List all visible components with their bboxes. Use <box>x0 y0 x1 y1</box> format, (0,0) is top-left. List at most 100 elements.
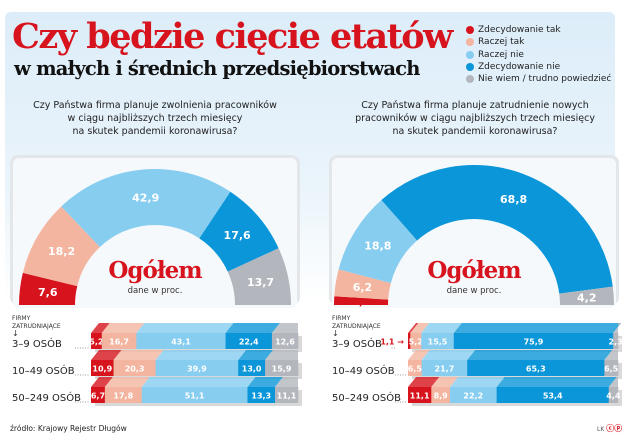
rows-header: ↓ <box>12 329 19 338</box>
row-category: 3–9 OSÓB <box>332 337 382 350</box>
bar-label: 17,8 <box>113 392 133 401</box>
donut-segment <box>19 272 78 305</box>
bar-segment <box>408 360 422 376</box>
question-text: Czy Państwa firma planuje zwolnienia pra… <box>33 100 277 111</box>
bar-top <box>225 323 280 333</box>
donut-label: 42,9 <box>132 191 159 204</box>
bar-label: 4,4 <box>606 392 621 401</box>
bar-label: 11,1 <box>277 392 297 401</box>
legend-item: Nie wiem / trudno powiedzieć <box>466 73 611 85</box>
bar-segment <box>91 360 114 376</box>
row-category: 3–9 OSÓB <box>12 337 62 350</box>
bar-top <box>604 350 618 360</box>
legend-swatch <box>466 26 474 35</box>
bar-label: 11,1 <box>410 392 430 401</box>
center-subtitle: dane w proc. <box>128 286 183 296</box>
legend-item: Raczej tak <box>466 36 611 48</box>
bar-segment <box>613 333 619 349</box>
legend-item: Zdecydowanie tak <box>466 24 611 36</box>
bar-top <box>431 377 458 387</box>
bar-top <box>91 377 113 387</box>
bar-top <box>104 377 150 387</box>
legend-label: Zdecydowanie nie <box>478 61 561 72</box>
logo-icon: ⓒⓟ <box>606 424 623 433</box>
legend-item: Zdecydowanie nie <box>466 61 611 73</box>
donut-label: 17,6 <box>224 229 251 242</box>
donut-segment <box>334 296 389 305</box>
bar-segment <box>238 360 266 376</box>
row-category: 10–49 OSÓB <box>12 364 75 377</box>
donut-label: 13,7 <box>247 276 274 289</box>
bar-top <box>275 377 298 387</box>
bar-segment <box>408 333 411 349</box>
bar-label: 21,7 <box>435 365 455 374</box>
center-title: Ogółem <box>108 257 202 284</box>
bar-top <box>265 350 298 360</box>
bar-segment <box>225 333 273 349</box>
bar-label: 8,9 <box>434 392 449 401</box>
rows-header: FIRMY <box>12 315 31 322</box>
row-category: 10–49 OSÓB <box>332 364 395 377</box>
donut-label: 4,2 <box>577 292 597 305</box>
center-title: Ogółem <box>427 257 521 284</box>
bar-label: 10,9 <box>92 365 112 374</box>
donut-label: 18,2 <box>48 245 75 258</box>
bar-top <box>421 350 476 360</box>
row-category: 50–249 OSÓB <box>332 391 401 404</box>
donut-segment <box>381 164 613 294</box>
bar-segment <box>604 360 619 376</box>
bar-label: 13,3 <box>251 392 271 401</box>
bar-top <box>421 323 462 333</box>
bar-segment <box>136 333 226 349</box>
legend-swatch <box>466 75 474 84</box>
bar-top <box>91 323 110 333</box>
page-subtitle: w małych i średnich przedsiębiorstwach <box>14 57 420 80</box>
bar-segment <box>608 387 619 403</box>
donut-segment <box>559 286 614 305</box>
page-title: Czy będzie cięcie etatów <box>12 16 453 57</box>
question-text: na skutek pandemii koronawirusa? <box>393 126 558 137</box>
bar-label: 6,7 <box>91 392 105 401</box>
rows-header: ZATRUDNIAJĄCE <box>12 323 61 330</box>
bar-label: 6,5 <box>604 365 619 374</box>
row-category: 50–249 OSÓB <box>12 391 81 404</box>
bar-label: 15,5 <box>428 338 448 347</box>
bar-segment <box>410 333 422 349</box>
rows-header: FIRMY <box>332 315 351 322</box>
bar-top <box>136 323 234 333</box>
question-text: pracowników w ciągu najbliższych trzech … <box>355 113 595 124</box>
legend-swatch <box>466 50 474 59</box>
bar-segment <box>91 333 103 349</box>
rows-header: ↓ <box>332 329 339 338</box>
question-text: Czy Państwa firma planuje zatrudnienie n… <box>361 100 589 111</box>
bar-label: 75,9 <box>524 338 544 347</box>
bar-segment <box>408 387 432 403</box>
bar-label: 6,5 <box>408 365 423 374</box>
bar-top <box>450 377 505 387</box>
bar-label: 2,3 <box>608 338 622 347</box>
bar-top <box>91 350 122 360</box>
bar-segment <box>104 387 143 403</box>
bar-label: 12,6 <box>275 338 295 347</box>
bar-segment <box>271 333 299 349</box>
legend-label: Zdecydowanie tak <box>478 25 561 35</box>
legend-label: Raczej tak <box>478 37 525 48</box>
bar-top <box>613 323 622 333</box>
bar-segment <box>113 360 156 376</box>
donut-segment <box>199 191 279 272</box>
donut-segment <box>227 248 291 305</box>
bar-top <box>271 323 298 333</box>
bar-segment <box>421 333 455 349</box>
donut-segment <box>61 169 231 248</box>
bar-label: 43,1 <box>171 338 191 347</box>
bar-segment <box>155 360 239 376</box>
bar-top <box>247 377 284 387</box>
bar-label: 13,0 <box>242 365 262 374</box>
bar-label: 20,3 <box>125 365 145 374</box>
legend-label: Nie wiem / trudno powiedzieć <box>478 74 612 85</box>
donut-segment <box>334 269 391 300</box>
bar-segment <box>450 387 497 403</box>
bar-segment <box>421 360 468 376</box>
bar-top <box>113 350 164 360</box>
